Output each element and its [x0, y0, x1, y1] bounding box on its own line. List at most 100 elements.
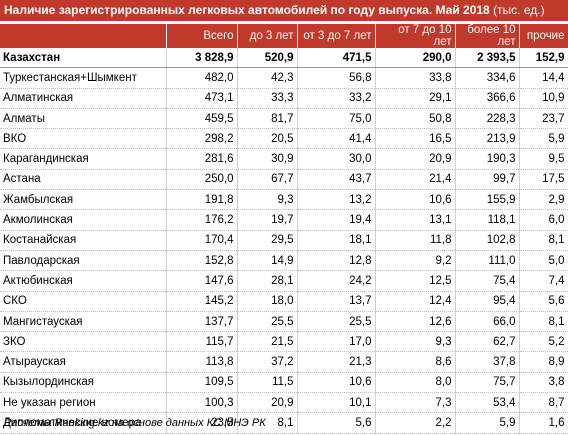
value-cell: 19,7 [237, 209, 298, 231]
column-header: более 10 лет [455, 24, 520, 48]
value-cell: 12,4 [375, 291, 456, 312]
value-cell: 1,6 [519, 412, 568, 434]
value-cell: 102,8 [455, 230, 520, 251]
table-row: Карагандинская 281,6 30,9 30,0 20,9 190,3 9,5 [0, 148, 568, 170]
table-row: Костанайская 170,4 29,5 18,1 11,8 102,8 8,1 [0, 230, 568, 251]
value-cell: 50,8 [375, 108, 456, 130]
value-cell: 366,6 [455, 88, 520, 109]
value-cell: 190,3 [455, 148, 520, 170]
value-cell: 99,7 [455, 169, 520, 191]
value-cell: 10,9 [519, 88, 568, 109]
value-cell: 37,2 [237, 351, 298, 373]
value-cell: 37,8 [455, 351, 520, 373]
value-cell: 25,5 [297, 311, 376, 333]
value-cell: 12,5 [375, 270, 456, 292]
table-row: Не указан регион 100,3 20,9 10,1 7,3 53,4 8,7 [0, 392, 568, 414]
table-row: Кызылординская 109,5 11,5 10,6 8,0 75,7 3,8 [0, 372, 568, 394]
value-cell: 11,8 [375, 230, 456, 251]
value-cell: 109,5 [166, 372, 238, 394]
value-cell: 75,7 [455, 372, 520, 394]
value-cell: 8,0 [375, 372, 456, 394]
value-cell: 9,2 [375, 250, 456, 272]
value-cell: 12,6 [375, 311, 456, 333]
table-row: СКО 145,2 18,0 13,7 12,4 95,4 5,6 [0, 291, 568, 312]
value-cell: 9,3 [375, 331, 456, 353]
value-cell: 30,0 [297, 148, 376, 170]
value-cell: 10,6 [375, 189, 456, 211]
value-cell: 5,9 [519, 128, 568, 150]
value-cell: 9,3 [237, 189, 298, 211]
value-cell: 14,4 [519, 67, 568, 89]
region-name-cell: Кызылординская [0, 372, 167, 394]
value-cell: 5,6 [297, 412, 376, 434]
value-cell: 25,5 [237, 311, 298, 333]
region-name-cell: Астана [0, 169, 167, 191]
region-name-cell: Костанайская [0, 230, 167, 251]
value-cell: 75,0 [297, 108, 376, 130]
value-cell: 152,9 [519, 48, 568, 69]
table-title: Наличие зарегистрированных легковых авто… [0, 0, 568, 21]
value-cell: 12,8 [297, 250, 376, 272]
value-cell: 28,1 [237, 270, 298, 292]
header-row: Всего до 3 лет от 3 до 7 лет от 7 до 10 лет… [0, 24, 568, 48]
value-cell: 213,9 [455, 128, 520, 150]
source-note: Расчеты Ranking.kz на основе данных КС М… [4, 417, 266, 429]
value-cell: 7,3 [375, 392, 456, 414]
value-cell: 13,2 [297, 189, 376, 211]
table-row: Алматинская 473,1 33,3 33,2 29,1 366,6 10,9 [0, 88, 568, 109]
value-cell: 21,4 [375, 169, 456, 191]
table-row: Мангистауская 137,7 25,5 25,5 12,6 66,0 8,1 [0, 311, 568, 333]
table-row: Дипломатические номера 23,5 8,1 5,6 2,2 5,9 1,… [0, 412, 568, 434]
region-name-cell: Алматинская [0, 88, 167, 109]
region-name-cell: Не указан регион [0, 392, 167, 414]
value-cell: 228,3 [455, 108, 520, 130]
value-cell: 17,5 [519, 169, 568, 191]
column-header: прочие [519, 24, 568, 48]
region-name-cell: Карагандинская [0, 148, 167, 170]
value-cell: 20,9 [375, 148, 456, 170]
value-cell: 2,9 [519, 189, 568, 211]
value-cell: 137,7 [166, 311, 238, 333]
value-cell: 473,1 [166, 88, 238, 109]
table-row: Алматы 459,5 81,7 75,0 50,8 228,3 23,7 [0, 108, 568, 130]
value-cell: 5,0 [519, 250, 568, 272]
value-cell: 29,5 [237, 230, 298, 251]
region-name-cell: ЗКО [0, 331, 167, 353]
value-cell: 95,4 [455, 291, 520, 312]
region-name-cell: ВКО [0, 128, 167, 150]
table-row: Астана 250,0 67,7 43,7 21,4 99,7 17,5 [0, 169, 568, 191]
column-header: Всего [166, 24, 238, 48]
column-header: от 7 до 10 лет [375, 24, 456, 48]
value-cell: 67,7 [237, 169, 298, 191]
region-name-cell: Атырауская [0, 351, 167, 373]
value-cell: 19,4 [297, 209, 376, 231]
table-title-unit: (тыс. ед.) [493, 3, 545, 17]
column-header: до 3 лет [237, 24, 298, 48]
table-row: Акмолинская 176,2 19,7 19,4 13,1 118,1 6,0 [0, 209, 568, 231]
value-cell: 8,9 [519, 351, 568, 373]
data-table: Всего до 3 лет от 3 до 7 лет от 7 до 10 лет… [0, 24, 568, 434]
value-cell: 8,1 [519, 311, 568, 333]
value-cell: 53,4 [455, 392, 520, 414]
table-body: Казахстан 3 828,9 520,9 471,5 290,0 2 393,5 15… [0, 48, 568, 434]
value-cell: 13,7 [297, 291, 376, 312]
value-cell: 111,0 [455, 250, 520, 272]
region-name-cell: Актюбинская [0, 270, 167, 292]
table-row: Туркестанская+Шымкент 482,0 42,3 56,8 33,8 33… [0, 67, 568, 89]
table-title-main: Наличие зарегистрированных легковых авто… [4, 3, 490, 17]
value-cell: 459,5 [166, 108, 238, 130]
table-row: Павлодарская 152,8 14,9 12,8 9,2 111,0 5,0 [0, 250, 568, 272]
value-cell: 147,6 [166, 270, 238, 292]
value-cell: 23,5 [166, 412, 238, 434]
value-cell: 21,5 [237, 331, 298, 353]
value-cell: 42,3 [237, 67, 298, 89]
region-name-cell: Мангистауская [0, 311, 167, 333]
region-name-cell: Алматы [0, 108, 167, 130]
value-cell: 334,6 [455, 67, 520, 89]
value-cell: 5,9 [455, 412, 520, 434]
value-cell: 115,7 [166, 331, 238, 353]
value-cell: 29,1 [375, 88, 456, 109]
value-cell: 3,8 [519, 372, 568, 394]
value-cell: 520,9 [237, 48, 298, 69]
value-cell: 6,0 [519, 209, 568, 231]
